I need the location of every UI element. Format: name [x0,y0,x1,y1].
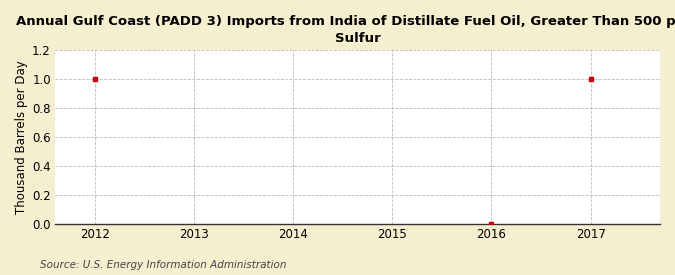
Y-axis label: Thousand Barrels per Day: Thousand Barrels per Day [15,60,28,214]
Text: Source: U.S. Energy Information Administration: Source: U.S. Energy Information Administ… [40,260,287,270]
Title: Annual Gulf Coast (PADD 3) Imports from India of Distillate Fuel Oil, Greater Th: Annual Gulf Coast (PADD 3) Imports from … [16,15,675,45]
